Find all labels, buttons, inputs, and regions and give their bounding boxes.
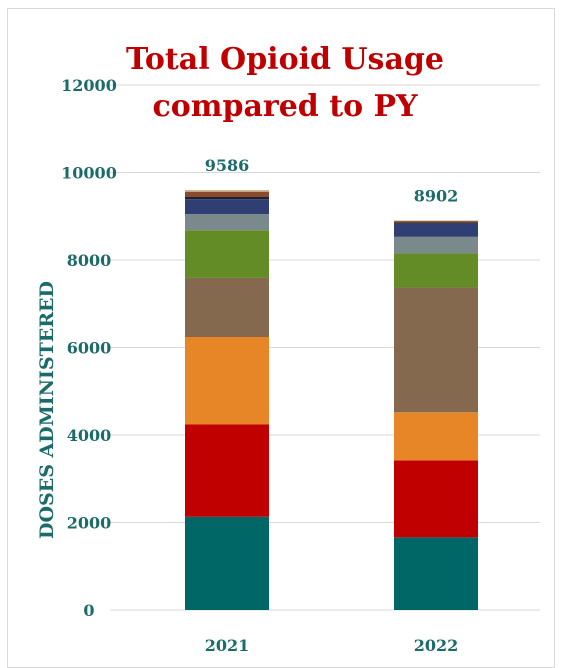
- x-tick-label-2022: 2022: [414, 636, 459, 655]
- x-axis-ticks: 2021 2022: [205, 636, 459, 655]
- bar-segment-2022-4: [394, 287, 478, 413]
- y-tick-label-0: 0: [83, 601, 94, 620]
- bar-totals: 9586 8902: [205, 156, 459, 205]
- bar-total-label-2022: 8902: [414, 187, 459, 206]
- chart-title-line-2: compared to PY: [152, 89, 418, 124]
- bar-segment-2022-5: [394, 253, 478, 288]
- bar-segment-2021-4: [185, 277, 269, 337]
- bar-segment-2022-1: [394, 537, 478, 610]
- y-axis-ticks: 0 2000 4000 6000 8000 10000 12000: [61, 76, 117, 620]
- bar-segment-2021-7: [185, 199, 269, 215]
- bar-segment-2021-2: [185, 424, 269, 517]
- bar-segment-2021-10: [185, 190, 269, 192]
- y-tick-label-8000: 8000: [67, 251, 112, 270]
- y-tick-label-12000: 12000: [61, 76, 117, 95]
- bar-segment-2022-9: [394, 221, 478, 223]
- bar-segment-2022-6: [394, 236, 478, 254]
- y-tick-label-4000: 4000: [67, 426, 112, 445]
- bar-segment-2021-1: [185, 516, 269, 610]
- bar-segment-2021-9: [185, 191, 269, 197]
- bar-segment-2021-3: [185, 337, 269, 425]
- bars: [185, 190, 478, 610]
- bar-total-label-2021: 9586: [205, 156, 250, 175]
- bar-segment-2022-8: [394, 222, 478, 224]
- y-tick-label-10000: 10000: [61, 164, 117, 183]
- y-tick-label-2000: 2000: [67, 514, 112, 533]
- bar-segment-2021-5: [185, 230, 269, 278]
- y-axis-label: DOSES ADMINISTERED: [36, 281, 58, 539]
- bar-segment-2022-10: [394, 220, 478, 222]
- bar-segment-2022-3: [394, 412, 478, 461]
- bar-segment-2021-6: [185, 214, 269, 231]
- bar-segment-2022-2: [394, 460, 478, 538]
- bar-segment-2022-7: [394, 223, 478, 237]
- x-tick-label-2021: 2021: [205, 636, 250, 655]
- y-tick-label-6000: 6000: [67, 339, 112, 358]
- chart-title-line-1: Total Opioid Usage: [126, 42, 444, 77]
- bar-segment-2021-8: [185, 197, 269, 200]
